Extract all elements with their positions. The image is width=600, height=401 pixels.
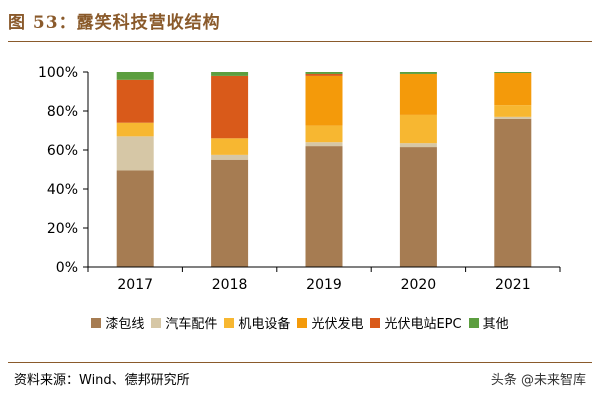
bar-segment-6 [494, 72, 532, 73]
y-tick-label: 40% [47, 182, 78, 198]
legend-label: 漆包线 [105, 317, 145, 332]
y-axis: 0% 20% 40% 60% 80% 100% [38, 65, 89, 276]
bar-segment-6 [305, 72, 343, 74]
y-tick-label: 60% [47, 143, 78, 159]
bar-segment-3 [305, 125, 343, 143]
bar-segment-1 [494, 118, 532, 267]
bar-segment-4 [399, 73, 437, 115]
legend-swatch [151, 317, 162, 328]
legend-item: 其他 [468, 313, 509, 332]
y-tick-label: 100% [38, 65, 78, 81]
figure-title: 图 53：露笑科技营收结构 [8, 13, 221, 33]
legend-item: 机电设备 [224, 313, 290, 332]
bar-segment-1 [399, 147, 437, 267]
legend-swatch [224, 317, 235, 328]
legend-swatch [468, 317, 479, 328]
bar-segment-5 [211, 75, 249, 139]
bar-segment-1 [116, 170, 154, 267]
bar-segment-1 [305, 146, 343, 267]
bar-segment-1 [211, 159, 249, 267]
bar-segment-2 [211, 154, 249, 160]
x-tick-label: 2019 [306, 277, 342, 293]
bar-segment-2 [494, 116, 532, 119]
legend-item: 光伏发电 [297, 313, 363, 332]
legend-item: 光伏电站EPC [370, 313, 462, 332]
bar-segment-3 [399, 114, 437, 144]
legend-swatch [370, 317, 381, 328]
bar-segment-5 [116, 79, 154, 123]
bar-stack-2021 [494, 72, 532, 267]
bar-stack-2020 [399, 72, 437, 267]
source-note: 资料来源：Wind、德邦研究所 [14, 373, 190, 388]
legend-label: 光伏电站EPC [384, 317, 462, 332]
legend-item: 汽车配件 [151, 313, 217, 332]
stacked-bar-chart: 0% 20% 40% 60% 80% 100% 2017 2018 2019 2020 2021 [38, 65, 561, 293]
bar-stack-2018 [211, 72, 249, 267]
legend-item: 漆包线 [91, 313, 144, 332]
bar-segment-3 [116, 122, 154, 137]
bars [116, 72, 532, 267]
bar-segment-2 [116, 136, 154, 171]
y-tick-label: 80% [47, 104, 78, 120]
chart-legend: 漆包线 汽车配件 机电设备 光伏发电 光伏电站EPC 其他 [0, 313, 600, 332]
bar-segment-3 [211, 138, 249, 155]
x-tick-label: 2018 [212, 277, 248, 293]
watermark: 头条 @未来智库 [490, 373, 586, 388]
legend-swatch [91, 317, 102, 328]
bar-segment-2 [399, 143, 437, 148]
bar-segment-2 [305, 142, 343, 147]
bar-stack-2017 [116, 72, 154, 267]
legend-label: 其他 [482, 317, 509, 332]
legend-label: 光伏发电 [311, 317, 364, 332]
bar-stack-2019 [305, 72, 343, 267]
y-tick-label: 0% [56, 260, 78, 276]
bar-segment-5 [305, 73, 343, 76]
bar-segment-4 [305, 75, 343, 126]
bar-segment-6 [211, 72, 249, 76]
bar-segment-4 [494, 72, 532, 106]
title-divider [8, 41, 592, 42]
y-tick-label: 20% [47, 221, 78, 237]
bar-segment-6 [116, 72, 154, 80]
x-tick-label: 2021 [495, 277, 531, 293]
bottom-divider [8, 362, 592, 363]
bar-segment-6 [399, 72, 437, 74]
legend-label: 机电设备 [238, 317, 291, 332]
legend-label: 汽车配件 [165, 317, 218, 332]
bar-segment-3 [494, 105, 532, 117]
x-tick-label: 2020 [401, 277, 437, 293]
legend-swatch [297, 317, 308, 328]
x-tick-label: 2017 [117, 277, 153, 293]
x-axis: 2017 2018 2019 2020 2021 [87, 266, 561, 293]
